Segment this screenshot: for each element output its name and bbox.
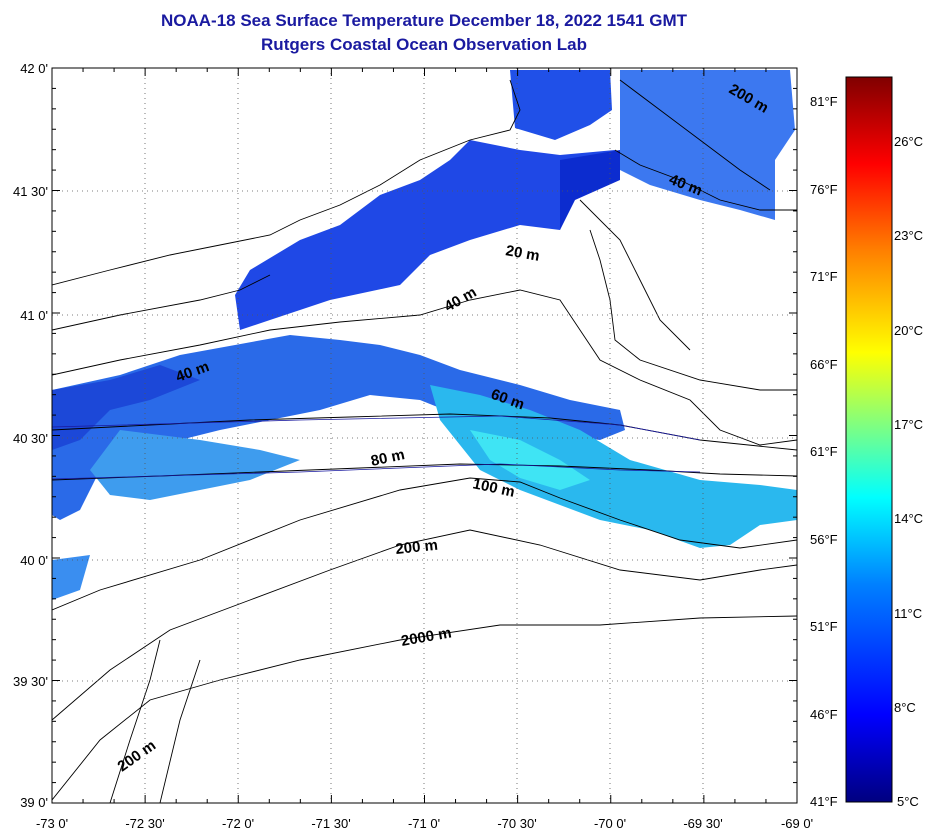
map-title: NOAA-18 Sea Surface Temperature December… (161, 11, 687, 30)
celsius-label: 26°C (894, 134, 923, 149)
contour-label-40m-mid: 40 m (442, 284, 480, 316)
fahrenheit-label: 51°F (810, 619, 838, 634)
lat-label: 41 30' (13, 184, 48, 199)
lon-label: -70 0' (594, 816, 626, 831)
contour-label-80m: 80 m (369, 446, 406, 470)
latitude-labels: 42 0' 41 30' 41 0' 40 30' 40 0' 39 30' 3… (13, 61, 48, 810)
sst-patch-warm-band (430, 385, 797, 548)
contour-label-200m-sw: 200 m (115, 737, 160, 775)
coastline (52, 79, 797, 391)
fahrenheit-label: 66°F (810, 357, 838, 372)
celsius-label: 14°C (894, 511, 923, 526)
lon-label: -71 0' (408, 816, 440, 831)
lat-label: 39 0' (20, 795, 48, 810)
sst-patch-li (52, 365, 200, 450)
fahrenheit-label: 71°F (810, 269, 838, 284)
sst-patch-west (90, 430, 300, 500)
lat-label: 40 0' (20, 553, 48, 568)
lon-label: -69 30' (683, 816, 722, 831)
celsius-label: 17°C (894, 417, 923, 432)
lon-label: -69 0' (781, 816, 813, 831)
lat-label: 41 0' (20, 308, 48, 323)
sst-patch-sound (560, 150, 620, 230)
celsius-label: 5°C (897, 794, 919, 809)
lat-label: 42 0' (20, 61, 48, 76)
axis-ticks (51, 67, 798, 804)
lat-label: 40 30' (13, 431, 48, 446)
lon-label: -72 0' (222, 816, 254, 831)
sst-patch-coastal (235, 140, 620, 330)
longitude-labels: -73 0' -72 30' -72 0' -71 30' -71 0' -70… (36, 816, 813, 831)
fahrenheit-label: 46°F (810, 707, 838, 722)
sst-patch-warmest (470, 430, 590, 490)
celsius-label: 11°C (894, 606, 922, 621)
lon-label: -71 30' (311, 816, 350, 831)
contour-label-2000m: 2000 m (400, 624, 453, 650)
sst-patch-ne (620, 70, 795, 220)
sst-data-layer (52, 70, 797, 600)
sst-patch-north (510, 70, 612, 140)
celsius-label: 8°C (894, 700, 916, 715)
fahrenheit-labels: 81°F 76°F 71°F 66°F 61°F 56°F 51°F 46°F … (810, 94, 838, 809)
contour-label-200m-mid: 200 m (395, 537, 439, 558)
colorbar (845, 76, 893, 803)
celsius-label: 23°C (894, 228, 923, 243)
contour-label-20m: 20 m (504, 242, 541, 265)
fahrenheit-label: 41°F (810, 794, 838, 809)
lon-label: -72 30' (125, 816, 164, 831)
lon-label: -73 0' (36, 816, 68, 831)
track-lines (52, 415, 701, 480)
fahrenheit-label: 61°F (810, 444, 838, 459)
fahrenheit-label: 56°F (810, 532, 838, 547)
lat-label: 39 30' (13, 674, 48, 689)
celsius-label: 20°C (894, 323, 923, 338)
gridlines (52, 68, 797, 803)
map-subtitle: Rutgers Coastal Ocean Observation Lab (261, 35, 587, 54)
celsius-labels: 26°C 23°C 20°C 17°C 14°C 11°C 8°C 5°C (894, 134, 923, 809)
lon-label: -70 30' (497, 816, 536, 831)
fahrenheit-label: 81°F (810, 94, 838, 109)
fahrenheit-label: 76°F (810, 182, 838, 197)
sst-patch-sw (52, 555, 90, 600)
